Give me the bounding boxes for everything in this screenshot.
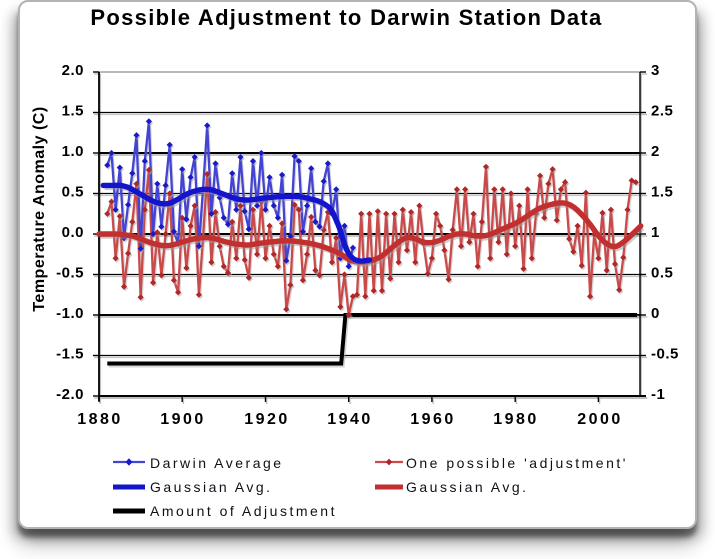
svg-text:Gaussian Avg.: Gaussian Avg. <box>150 479 273 495</box>
svg-text:-0.5: -0.5 <box>651 345 679 362</box>
svg-text:-0.5: -0.5 <box>56 264 84 281</box>
svg-text:Amount of Adjustment: Amount of Adjustment <box>150 503 337 519</box>
svg-text:Temperature Anomaly (C): Temperature Anomaly (C) <box>31 106 48 311</box>
svg-text:2.0: 2.0 <box>62 62 84 79</box>
svg-text:-1.0: -1.0 <box>56 305 84 322</box>
svg-text:1.0: 1.0 <box>62 143 84 160</box>
svg-text:1: 1 <box>651 224 660 241</box>
svg-text:Darwin Average: Darwin Average <box>150 455 284 471</box>
svg-text:2.5: 2.5 <box>651 102 673 119</box>
svg-text:1880: 1880 <box>77 411 123 428</box>
svg-text:One possible 'adjustment': One possible 'adjustment' <box>406 455 628 471</box>
svg-text:-1: -1 <box>651 386 665 403</box>
svg-text:3: 3 <box>651 62 660 79</box>
svg-text:1980: 1980 <box>493 411 539 428</box>
svg-text:2: 2 <box>651 143 660 160</box>
svg-text:0.5: 0.5 <box>62 183 84 200</box>
svg-text:1900: 1900 <box>160 411 206 428</box>
svg-text:1.5: 1.5 <box>651 183 673 200</box>
svg-text:0.5: 0.5 <box>651 264 673 281</box>
svg-text:-2.0: -2.0 <box>56 386 84 403</box>
svg-text:0: 0 <box>651 305 660 322</box>
svg-text:1960: 1960 <box>410 411 456 428</box>
svg-text:0.0: 0.0 <box>62 224 84 241</box>
svg-text:1920: 1920 <box>244 411 290 428</box>
svg-text:1940: 1940 <box>327 411 373 428</box>
svg-text:Gaussian Avg.: Gaussian Avg. <box>406 479 529 495</box>
svg-text:-1.5: -1.5 <box>56 345 84 362</box>
svg-text:1.5: 1.5 <box>62 102 84 119</box>
svg-text:2000: 2000 <box>577 411 623 428</box>
